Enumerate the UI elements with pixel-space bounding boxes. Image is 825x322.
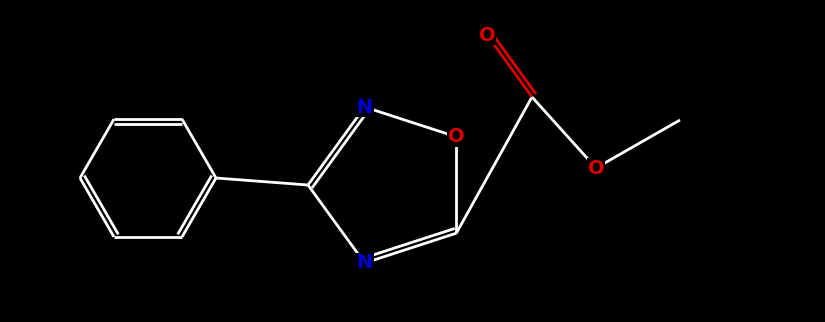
Text: N: N	[356, 253, 373, 272]
Text: O: O	[478, 25, 495, 44]
Text: N: N	[356, 98, 373, 117]
Text: O: O	[587, 158, 604, 177]
Text: O: O	[448, 127, 464, 146]
